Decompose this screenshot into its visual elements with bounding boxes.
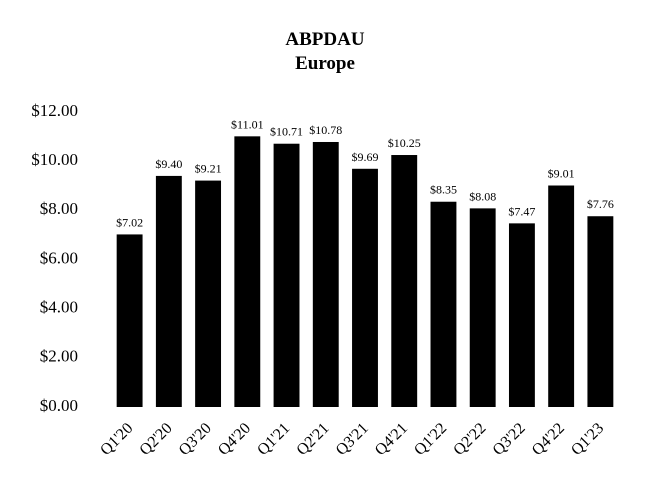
x-tick-label: Q3'21 — [333, 420, 372, 459]
value-label: $10.71 — [270, 125, 303, 139]
value-label: $7.76 — [587, 197, 614, 211]
x-tick-label: Q1'21 — [254, 420, 293, 459]
y-tick-label: $4.00 — [40, 298, 78, 317]
value-label: $7.47 — [508, 204, 535, 218]
x-tick-label: Q1'20 — [97, 420, 136, 459]
bar — [391, 155, 418, 407]
y-tick-label: $12.00 — [31, 101, 78, 120]
y-tick-label: $10.00 — [31, 150, 78, 169]
x-tick-label: Q1'22 — [411, 420, 450, 459]
value-label: $9.01 — [548, 167, 575, 181]
x-tick-label: Q1'23 — [568, 420, 607, 459]
value-label: $11.01 — [231, 117, 264, 131]
x-tick-label: Q3'22 — [490, 420, 529, 459]
x-tick-label: Q2'21 — [293, 420, 332, 459]
value-label: $10.25 — [388, 136, 421, 150]
bar — [312, 141, 339, 407]
bar — [587, 216, 614, 407]
bar — [195, 180, 222, 407]
value-label: $10.78 — [309, 123, 342, 137]
x-tick-label: Q2'22 — [450, 420, 489, 459]
value-label: $9.69 — [352, 150, 379, 164]
chart-subtitle: Europe — [295, 53, 355, 74]
x-tick-label: Q4'21 — [372, 420, 411, 459]
bar — [352, 168, 378, 407]
bar — [508, 223, 535, 407]
bar — [155, 175, 182, 407]
y-tick-label: $6.00 — [40, 248, 78, 267]
bar — [469, 208, 496, 407]
bar — [273, 143, 300, 407]
chart-title: ABPDAU — [285, 29, 364, 50]
x-tick-label: Q4'20 — [215, 420, 254, 459]
value-label: $8.35 — [430, 183, 457, 197]
y-tick-label: $0.00 — [40, 396, 78, 415]
x-tick-label: Q2'20 — [136, 420, 175, 459]
value-label: $9.40 — [155, 157, 182, 171]
y-tick-label: $2.00 — [40, 347, 78, 366]
bar — [116, 234, 143, 407]
value-label: $8.08 — [469, 189, 496, 203]
value-label: $7.02 — [116, 215, 143, 229]
x-tick-label: Q3'20 — [176, 420, 215, 459]
bar — [548, 185, 575, 407]
value-label: $9.21 — [195, 162, 222, 176]
bar — [430, 201, 457, 407]
bar — [234, 136, 261, 407]
y-tick-label: $8.00 — [40, 199, 78, 218]
x-tick-label: Q4'22 — [529, 420, 568, 459]
